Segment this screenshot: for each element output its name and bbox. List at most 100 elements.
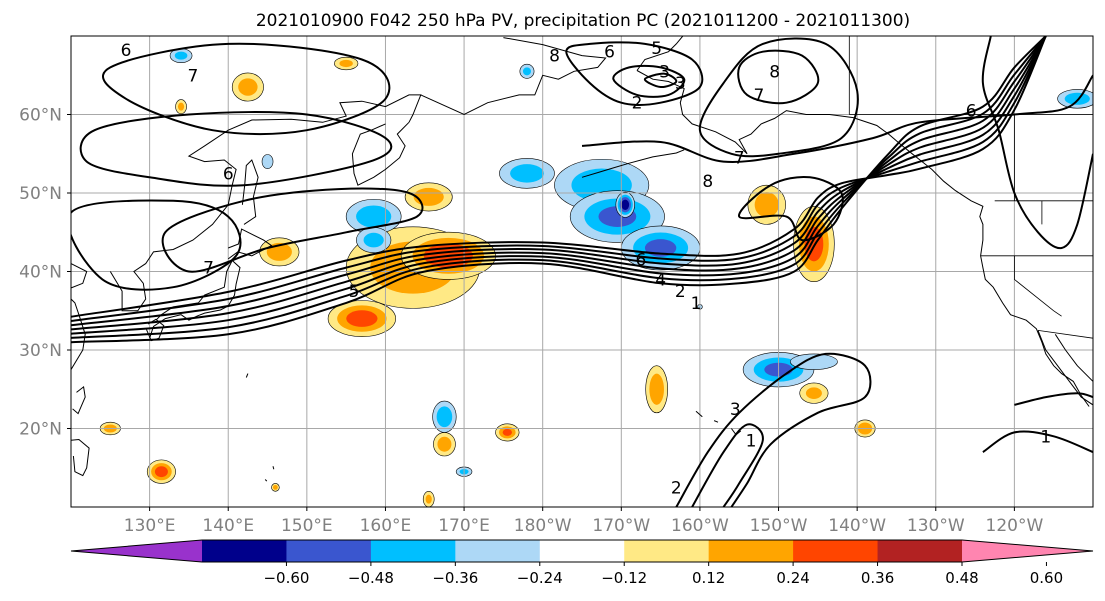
- lon-tick-label: 130°E: [124, 516, 176, 536]
- gridlines: [71, 36, 1093, 507]
- negative-precip-anomaly: [519, 63, 535, 79]
- precip-fill: [425, 494, 432, 504]
- contour-label: 5: [349, 282, 360, 302]
- lat-tick-label: 30°N: [19, 341, 62, 361]
- contour-label: 1: [1040, 427, 1051, 447]
- contour-label: 8: [702, 172, 713, 192]
- contour-label: 6: [966, 102, 977, 122]
- coastline: [241, 159, 259, 225]
- lon-tick-label: 140°E: [202, 516, 254, 536]
- negative-precip-anomaly: [790, 353, 838, 370]
- precip-fill: [805, 387, 822, 399]
- precip-fill: [510, 164, 544, 183]
- coastline: [227, 228, 273, 260]
- contour-label: 2: [632, 94, 643, 114]
- precip-fill: [174, 51, 188, 60]
- precip-fill: [437, 436, 452, 452]
- positive-precip-anomaly: [422, 491, 435, 507]
- precip-fill: [238, 78, 258, 96]
- contour-label: 7: [734, 149, 745, 169]
- precip-fill: [273, 484, 278, 490]
- positive-precip-anomaly: [799, 382, 829, 404]
- lat-tick-label: 40°N: [19, 263, 62, 283]
- positive-precip-anomaly: [433, 432, 456, 457]
- pv-contour: [71, 36, 1047, 327]
- contour-label: 7: [203, 259, 214, 279]
- precip-fill: [154, 466, 168, 478]
- coastline: [185, 527, 186, 528]
- lon-tick-label: 150°E: [281, 516, 333, 536]
- contour-label: 7: [187, 66, 198, 86]
- pv-contour: [981, 36, 1093, 250]
- contour-label: 7: [753, 86, 764, 106]
- positive-precip-anomaly: [327, 300, 396, 338]
- contour-label: 6: [223, 164, 234, 184]
- coastline: [245, 373, 249, 378]
- pv-contour: [71, 199, 242, 291]
- pv-contour: [643, 72, 678, 89]
- contour-label: 6: [604, 43, 615, 63]
- negative-precip-anomaly: [499, 158, 555, 189]
- precip-fill: [356, 205, 392, 228]
- precip-fill: [261, 154, 274, 169]
- lat-tick-label: 20°N: [19, 420, 62, 440]
- positive-precip-anomaly: [404, 182, 453, 212]
- positive-precip-anomaly: [495, 423, 520, 442]
- colorbar-segment: [539, 540, 625, 562]
- coastline: [109, 94, 422, 312]
- coastline: [420, 37, 607, 116]
- country-border: [1037, 330, 1093, 339]
- positive-precip-anomaly: [334, 56, 359, 71]
- pv-contour: [79, 111, 393, 187]
- precip-fill: [522, 67, 531, 76]
- colorbar-tick-label: −0.48: [348, 569, 394, 587]
- coastline: [146, 318, 165, 342]
- contour-label: 3: [659, 62, 670, 82]
- negative-precip-anomaly: [1057, 89, 1093, 109]
- colorbar-segment: [370, 540, 456, 562]
- contour-label: 3: [730, 400, 741, 420]
- precip-fill: [502, 428, 513, 436]
- colorbar-tick-label: −0.12: [601, 569, 647, 587]
- colorbar-extend-min: [71, 540, 202, 562]
- contour-label: 3: [675, 74, 686, 94]
- colorbar-segment: [624, 540, 710, 562]
- negative-precip-anomaly: [261, 154, 274, 169]
- lon-tick-label: 180°W: [514, 516, 572, 536]
- negative-precip-anomaly: [432, 400, 457, 433]
- contour-label: 5: [651, 39, 662, 59]
- precip-fill: [436, 406, 453, 428]
- contour-label: 1: [746, 431, 757, 451]
- pv-contour: [982, 430, 1093, 454]
- precip-fill: [177, 102, 185, 111]
- colorbar-tick-label: 0.36: [861, 569, 894, 587]
- coastline: [272, 466, 275, 470]
- precip-fill: [413, 187, 444, 206]
- precip-fill: [1064, 92, 1090, 105]
- colorbar-tick-label: −0.36: [432, 569, 478, 587]
- figure-title: 2021010900 F042 250 hPa PV, precipitatio…: [256, 11, 910, 31]
- contour-label: 2: [675, 282, 686, 302]
- coastline: [1054, 334, 1093, 382]
- precip-fill: [363, 232, 384, 248]
- lon-tick-label: 150°W: [750, 516, 808, 536]
- colorbar-segment: [286, 540, 372, 562]
- latitude-tick-labels: 20°N 30°N 40°N 50°N 60°N: [19, 106, 71, 440]
- coastline: [636, 36, 684, 71]
- contour-label: 4: [655, 270, 666, 290]
- contour-label: 6: [636, 251, 647, 271]
- pv-contour: [612, 64, 686, 98]
- precip-fill: [649, 373, 664, 405]
- pv-contour: [698, 37, 859, 158]
- coastline: [71, 263, 88, 371]
- contour-label: 2: [671, 478, 682, 498]
- coastline: [72, 385, 86, 415]
- contour-label: 8: [769, 62, 780, 82]
- colorbar-extend-max: [962, 540, 1093, 562]
- pv-contour: [71, 36, 1047, 339]
- lat-tick-label: 60°N: [19, 106, 62, 126]
- country-border: [1014, 255, 1062, 317]
